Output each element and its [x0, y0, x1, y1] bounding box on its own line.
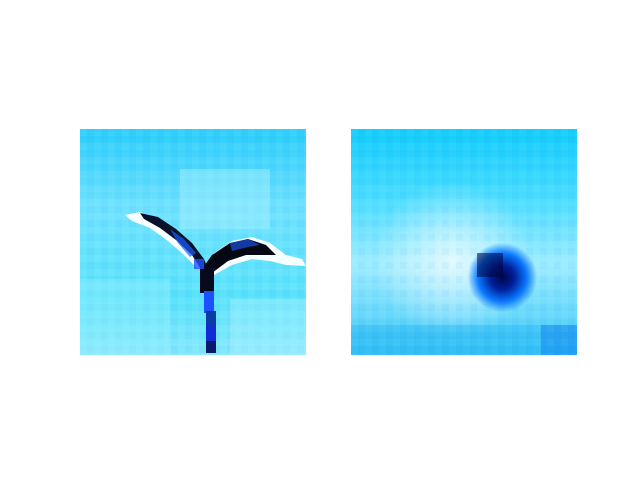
blob-image — [351, 129, 577, 355]
bird-body — [200, 265, 214, 293]
left-image-panel — [80, 129, 306, 355]
left-wing-highlight — [125, 212, 205, 269]
right-image-panel — [351, 129, 577, 355]
right-wing — [202, 239, 276, 273]
bird-image — [80, 129, 306, 355]
